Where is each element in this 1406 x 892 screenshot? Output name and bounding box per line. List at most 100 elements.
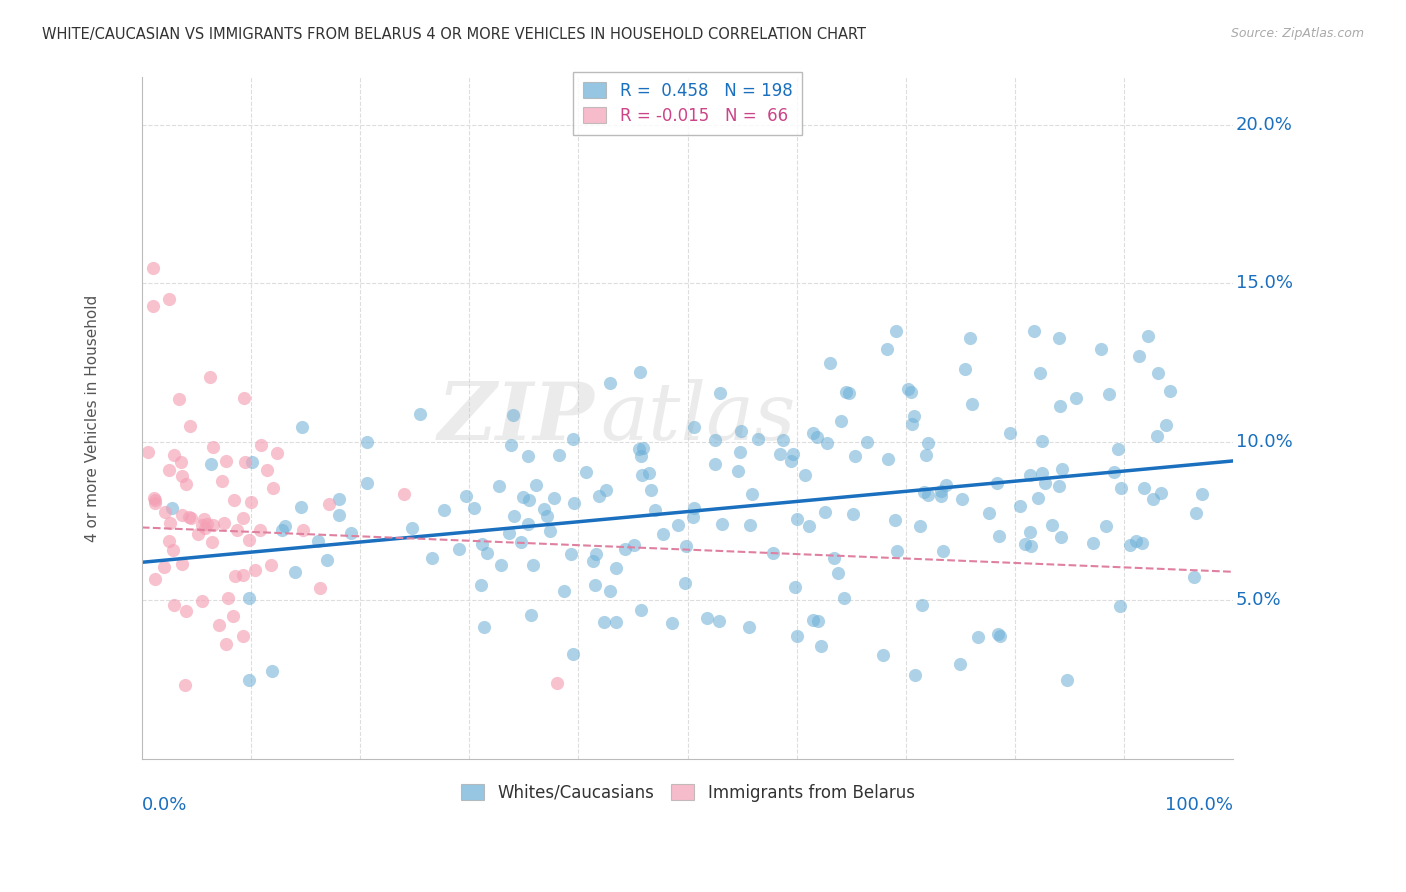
Point [177, 509, 200, 524]
Point [592, 615, 614, 630]
Point [215, 637, 238, 651]
Point [661, 616, 683, 631]
Point [524, 477, 547, 491]
Point [447, 541, 470, 556]
Point [153, 559, 176, 574]
Point [673, 576, 696, 591]
Point [1109, 481, 1132, 495]
Point [517, 492, 540, 507]
Text: 15.0%: 15.0% [1236, 275, 1292, 293]
Point [998, 426, 1021, 441]
Point [588, 489, 610, 503]
Point [703, 433, 725, 447]
Point [186, 526, 208, 541]
Point [1130, 536, 1153, 550]
Point [1182, 570, 1205, 584]
Point [884, 512, 907, 526]
Point [630, 449, 652, 463]
Point [644, 503, 666, 517]
Point [463, 500, 485, 515]
Point [1029, 366, 1052, 380]
Point [801, 614, 824, 628]
Point [1056, 673, 1078, 687]
Point [546, 675, 568, 690]
Point [929, 483, 952, 498]
Point [548, 448, 571, 462]
Point [1031, 467, 1053, 481]
Legend: Whites/Caucasians, Immigrants from Belarus: Whites/Caucasians, Immigrants from Belar… [454, 777, 921, 808]
Point [1090, 342, 1112, 356]
Point [217, 591, 239, 606]
Point [249, 524, 271, 538]
Point [283, 565, 305, 579]
Point [960, 397, 983, 411]
Text: 10.0%: 10.0% [1236, 433, 1292, 450]
Text: WHITE/CAUCASIAN VS IMMIGRANTS FROM BELARUS 4 OR MORE VEHICLES IN HOUSEHOLD CORRE: WHITE/CAUCASIAN VS IMMIGRANTS FROM BELAR… [42, 27, 866, 42]
Point [169, 392, 191, 407]
Point [142, 260, 165, 275]
Point [987, 627, 1010, 641]
Point [1094, 518, 1116, 533]
Point [1146, 366, 1168, 380]
Text: 5.0%: 5.0% [1236, 591, 1281, 609]
Point [988, 629, 1011, 643]
Point [628, 365, 651, 379]
Point [420, 551, 443, 566]
Point [249, 438, 271, 452]
Point [560, 547, 582, 561]
Point [292, 523, 315, 537]
Point [950, 492, 973, 507]
Point [932, 543, 955, 558]
Point [160, 501, 183, 516]
Point [488, 478, 510, 492]
Point [605, 561, 627, 575]
Point [1019, 539, 1042, 553]
Point [328, 508, 350, 522]
Point [652, 526, 675, 541]
Point [915, 448, 938, 462]
Text: 0.0%: 0.0% [142, 797, 187, 814]
Point [682, 501, 704, 516]
Point [502, 408, 524, 422]
Point [704, 457, 727, 471]
Point [762, 546, 785, 560]
Point [966, 630, 988, 644]
Point [666, 518, 689, 533]
Point [238, 533, 260, 547]
Point [328, 491, 350, 506]
Point [291, 419, 314, 434]
Point [163, 598, 186, 612]
Point [1022, 324, 1045, 338]
Point [194, 521, 217, 535]
Point [1008, 499, 1031, 513]
Point [232, 629, 254, 643]
Point [1033, 476, 1056, 491]
Point [174, 603, 197, 617]
Point [242, 455, 264, 469]
Point [290, 500, 312, 514]
Point [143, 491, 166, 506]
Point [904, 667, 927, 681]
Point [877, 452, 900, 467]
Point [174, 678, 197, 692]
Point [211, 474, 233, 488]
Point [238, 591, 260, 605]
Point [517, 516, 540, 531]
Point [498, 526, 520, 541]
Point [1104, 465, 1126, 479]
Point [262, 481, 284, 495]
Point [271, 523, 294, 537]
Point [1125, 533, 1147, 548]
Point [509, 535, 531, 549]
Point [266, 446, 288, 460]
Point [307, 533, 329, 548]
Point [232, 567, 254, 582]
Point [884, 324, 907, 338]
Point [226, 523, 249, 537]
Point [238, 673, 260, 687]
Point [157, 293, 180, 307]
Point [1159, 384, 1181, 398]
Point [503, 508, 526, 523]
Point [256, 463, 278, 477]
Point [191, 517, 214, 532]
